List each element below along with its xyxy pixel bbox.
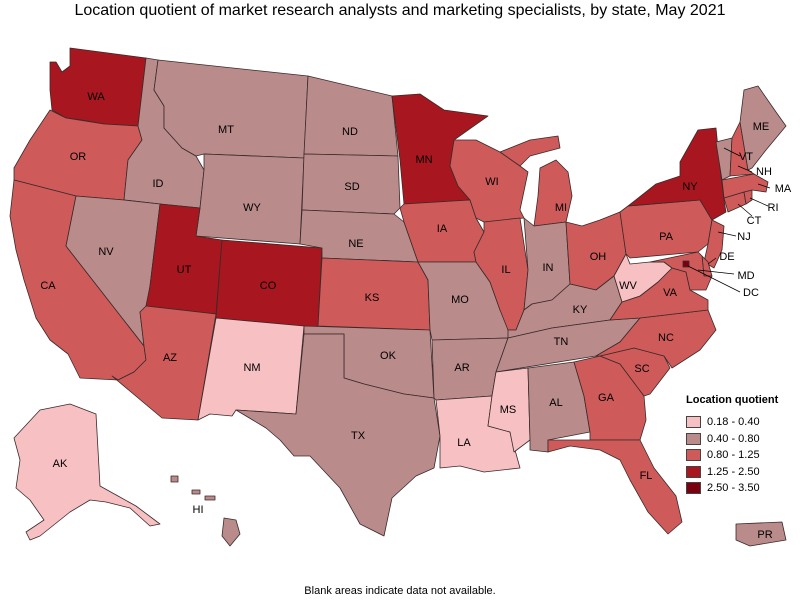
state-ME[interactable] [739,85,787,171]
state-label-TN: TN [554,336,569,348]
state-label-PR: PR [757,529,772,541]
state-label-RI: RI [768,202,779,214]
state-label-GA: GA [598,392,615,404]
legend-label-1: 0.40 - 0.80 [707,432,760,445]
state-MA[interactable] [721,173,769,199]
callout-lines [687,147,771,293]
state-label-NC: NC [658,332,674,344]
state-AK[interactable] [13,403,161,541]
state-label-ME: ME [753,121,770,133]
state-HI[interactable] [170,475,241,547]
state-label-UT: UT [177,264,192,276]
state-ND[interactable] [303,75,399,157]
state-label-NH: NH [756,166,772,178]
legend-title: Location quotient [686,394,779,406]
legend-swatch-1 [686,432,701,445]
state-label-AK: AK [53,458,68,470]
state-label-VA: VA [663,287,678,299]
state-label-KY: KY [573,304,588,316]
footnote: Blank areas indicate data not available. [304,585,496,597]
state-label-ND: ND [342,126,358,138]
legend-swatch-2 [686,449,701,462]
state-IL[interactable] [473,217,529,331]
state-label-FL: FL [640,470,653,482]
state-label-PA: PA [659,231,674,243]
state-label-MS: MS [500,404,517,416]
state-PA[interactable] [619,199,713,259]
legend-item: 0.18 - 0.40 [686,414,796,431]
state-label-WV: WV [619,280,637,292]
legend-swatch-0 [686,416,701,429]
legend-item: 0.80 - 1.25 [686,447,796,464]
state-label-MN: MN [415,154,432,166]
map-title: Location quotient of market research ana… [74,2,726,19]
state-label-HI: HI [193,504,204,516]
state-label-VT: VT [739,151,753,163]
legend-item: 0.40 - 0.80 [686,431,796,448]
state-label-AR: AR [454,362,469,374]
state-WI[interactable] [449,139,529,223]
state-FL[interactable] [547,439,683,535]
state-label-OH: OH [590,251,607,263]
legend-item: 1.25 - 2.50 [686,464,796,481]
legend-label-3: 1.25 - 2.50 [707,465,760,478]
state-TX[interactable] [235,333,441,537]
legend-label-4: 2.50 - 3.50 [707,482,760,495]
state-label-DC: DC [743,287,759,299]
state-label-NV: NV [98,246,114,258]
state-SD[interactable] [301,153,401,215]
state-NM[interactable] [197,317,305,421]
legend-label-0: 0.18 - 0.40 [707,416,760,429]
state-label-CT: CT [747,215,762,227]
state-label-NM: NM [243,362,260,374]
state-label-OK: OK [380,350,397,362]
state-label-IN: IN [543,262,554,274]
state-label-CA: CA [40,280,56,292]
state-label-MO: MO [451,294,469,306]
state-label-CO: CO [260,280,277,292]
state-label-WI: WI [485,176,498,188]
state-label-ID: ID [153,178,164,190]
legend-label-2: 0.80 - 1.25 [707,449,760,462]
state-label-SD: SD [344,181,359,193]
state-label-NE: NE [348,238,363,250]
state-label-MI: MI [555,202,567,214]
state-label-IA: IA [437,223,448,235]
state-NH[interactable] [729,121,755,177]
state-label-DE: DE [719,251,734,263]
state-label-LA: LA [457,437,471,449]
state-DC[interactable] [682,260,690,268]
state-WY[interactable] [195,153,305,245]
state-NC[interactable] [595,309,717,369]
state-label-AZ: AZ [163,352,177,364]
state-label-WY: WY [243,202,261,214]
state-PR[interactable] [735,521,787,547]
state-label-MT: MT [218,124,234,136]
state-MI[interactable] [499,135,573,227]
state-label-AL: AL [549,397,562,409]
state-label-TX: TX [351,430,366,442]
state-MD[interactable] [649,251,713,291]
legend-swatch-4 [686,482,701,495]
legend-item: 2.50 - 3.50 [686,480,796,497]
state-label-WA: WA [87,91,105,103]
state-label-IL: IL [501,264,510,276]
state-label-NY: NY [682,181,698,193]
state-label-NJ: NJ [737,231,750,243]
state-label-OR: OR [70,151,87,163]
state-label-MA: MA [775,183,792,195]
state-label-MD: MD [737,270,754,282]
state-WA[interactable] [49,47,147,127]
legend-swatch-3 [686,465,701,478]
map-legend: Location quotient 0.18 - 0.40 0.40 - 0.8… [686,394,796,497]
state-label-KS: KS [365,292,380,304]
state-label-SC: SC [634,363,649,375]
